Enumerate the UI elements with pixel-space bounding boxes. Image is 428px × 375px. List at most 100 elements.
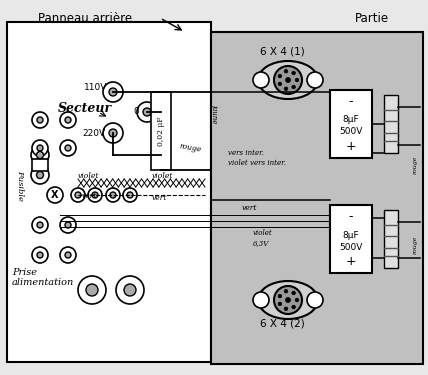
Text: +: + — [346, 140, 357, 153]
Text: Partie: Partie — [355, 12, 389, 25]
Circle shape — [295, 78, 299, 82]
Circle shape — [32, 140, 48, 156]
Circle shape — [75, 192, 81, 198]
Circle shape — [284, 69, 288, 73]
Circle shape — [36, 171, 44, 178]
Circle shape — [295, 298, 299, 302]
Text: 500V: 500V — [339, 243, 363, 252]
Text: rouge: rouge — [178, 142, 202, 154]
Text: vers inter.: vers inter. — [228, 149, 264, 157]
Bar — [330, 90, 372, 158]
Text: Panneau arrière: Panneau arrière — [38, 12, 132, 25]
Circle shape — [36, 152, 44, 159]
Text: -: - — [349, 210, 353, 223]
Circle shape — [37, 252, 43, 258]
Text: 6 X 4 (1): 6 X 4 (1) — [260, 46, 305, 56]
Bar — [7, 22, 211, 362]
Text: violet vers inter.: violet vers inter. — [228, 159, 286, 167]
Text: 500V: 500V — [339, 128, 363, 136]
Circle shape — [65, 252, 71, 258]
Circle shape — [253, 72, 269, 88]
Text: 8μF: 8μF — [343, 231, 360, 240]
Circle shape — [60, 140, 76, 156]
Text: 8μF: 8μF — [343, 116, 360, 124]
Bar — [384, 95, 398, 153]
Text: 220V: 220V — [82, 129, 105, 138]
Text: rouge: rouge — [413, 236, 417, 254]
Circle shape — [71, 188, 85, 202]
Circle shape — [103, 82, 123, 102]
Circle shape — [278, 294, 282, 298]
Ellipse shape — [258, 61, 318, 99]
Circle shape — [109, 88, 117, 96]
Text: 0: 0 — [133, 108, 139, 117]
Circle shape — [137, 102, 157, 122]
Circle shape — [106, 188, 120, 202]
Circle shape — [285, 78, 291, 82]
Circle shape — [32, 112, 48, 128]
Circle shape — [65, 222, 71, 228]
Circle shape — [307, 72, 323, 88]
Circle shape — [37, 117, 43, 123]
Circle shape — [123, 188, 137, 202]
Text: X: X — [51, 190, 59, 200]
Circle shape — [292, 71, 295, 75]
Text: violet: violet — [78, 172, 99, 180]
Circle shape — [285, 297, 291, 303]
Circle shape — [274, 286, 302, 314]
Circle shape — [60, 112, 76, 128]
Text: 6,3V: 6,3V — [253, 239, 269, 247]
Circle shape — [292, 305, 295, 309]
Text: 6 X 4 (2): 6 X 4 (2) — [260, 318, 305, 328]
Circle shape — [292, 291, 295, 295]
Circle shape — [60, 217, 76, 233]
Circle shape — [92, 192, 98, 198]
Circle shape — [116, 276, 144, 304]
Text: violet: violet — [152, 172, 173, 180]
Circle shape — [37, 145, 43, 151]
Circle shape — [37, 222, 43, 228]
Text: Fusible: Fusible — [16, 170, 24, 201]
Ellipse shape — [258, 281, 318, 319]
Text: 0,02 μF: 0,02 μF — [157, 116, 165, 146]
Bar — [330, 205, 372, 273]
Text: jaune: jaune — [211, 103, 219, 122]
Circle shape — [284, 307, 288, 310]
Text: rouge: rouge — [413, 156, 417, 174]
Circle shape — [47, 187, 63, 203]
Circle shape — [274, 66, 302, 94]
Circle shape — [110, 192, 116, 198]
Circle shape — [124, 284, 136, 296]
Circle shape — [103, 123, 123, 143]
Text: 110V: 110V — [84, 84, 107, 93]
Text: +: + — [346, 255, 357, 268]
Circle shape — [65, 145, 71, 151]
Circle shape — [127, 192, 133, 198]
Circle shape — [88, 188, 102, 202]
Circle shape — [65, 117, 71, 123]
Circle shape — [86, 284, 98, 296]
Circle shape — [60, 247, 76, 263]
Text: Secteur: Secteur — [58, 102, 112, 114]
Circle shape — [32, 217, 48, 233]
Circle shape — [253, 292, 269, 308]
Text: Prise
alimentation: Prise alimentation — [12, 268, 74, 287]
Circle shape — [307, 292, 323, 308]
Circle shape — [278, 302, 282, 306]
Circle shape — [31, 146, 49, 164]
Circle shape — [284, 87, 288, 91]
Circle shape — [78, 276, 106, 304]
Circle shape — [109, 129, 117, 137]
Circle shape — [292, 85, 295, 89]
Circle shape — [278, 82, 282, 86]
Circle shape — [284, 290, 288, 293]
Circle shape — [143, 108, 151, 116]
Bar — [32, 159, 48, 171]
Bar — [151, 92, 171, 170]
Bar — [384, 210, 398, 268]
Bar — [211, 32, 423, 364]
Text: vert: vert — [82, 192, 98, 200]
Text: vert: vert — [242, 204, 258, 212]
Text: -: - — [349, 95, 353, 108]
Circle shape — [278, 74, 282, 78]
